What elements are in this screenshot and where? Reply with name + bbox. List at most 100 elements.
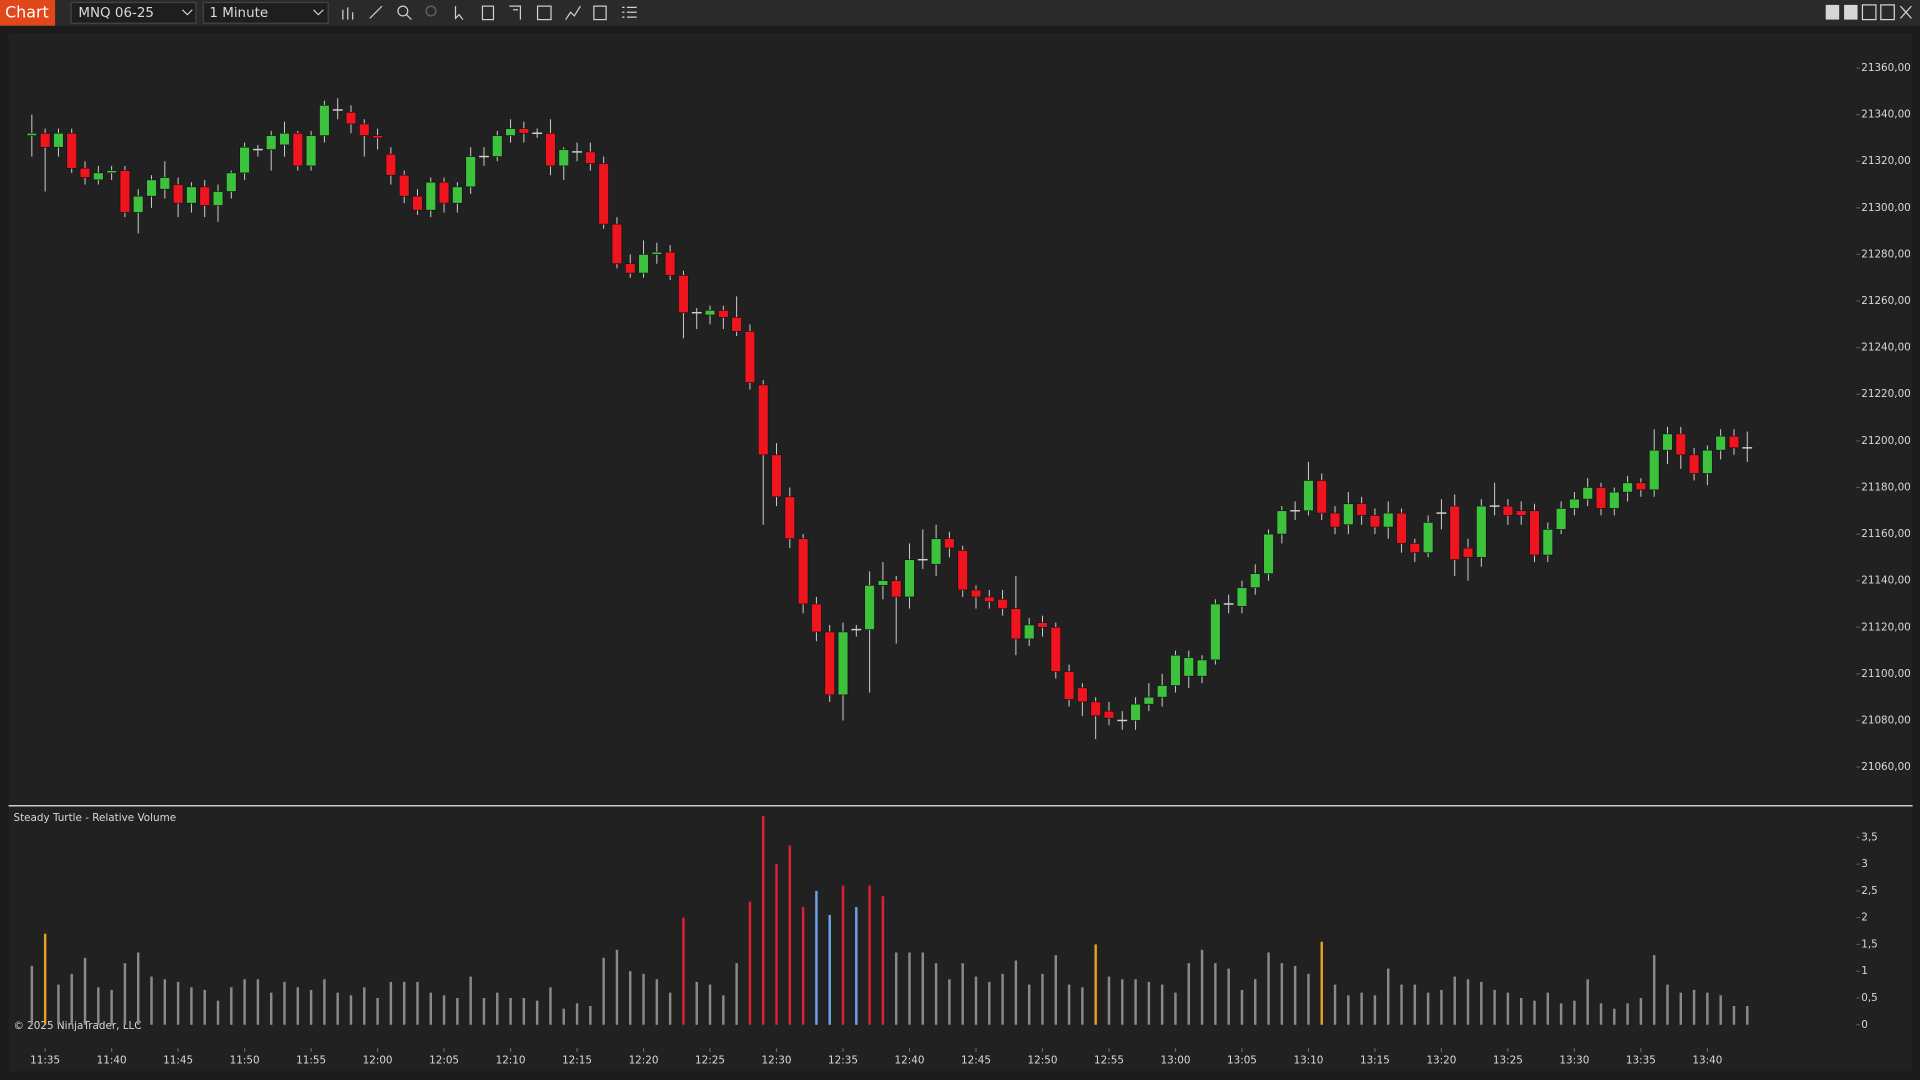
x-tick-label: 13:20 bbox=[1426, 1054, 1456, 1066]
volume-bar bbox=[1094, 944, 1097, 1025]
volume-bar bbox=[841, 885, 845, 1025]
volume-bar bbox=[1081, 987, 1084, 1025]
candle-body bbox=[212, 191, 224, 206]
volume-bar bbox=[349, 995, 353, 1025]
volume-bar bbox=[1014, 960, 1018, 1025]
volume-bar bbox=[136, 952, 140, 1025]
candle-body bbox=[1582, 487, 1593, 500]
x-tick-label: 12:50 bbox=[1028, 1054, 1058, 1066]
candle-body bbox=[1383, 512, 1394, 528]
volume-bar bbox=[974, 976, 978, 1025]
volume-bar bbox=[908, 952, 911, 1025]
interval-select[interactable] bbox=[202, 1, 329, 24]
candle-body bbox=[1502, 505, 1514, 516]
volume-bar bbox=[482, 997, 486, 1025]
y-tick-label: 21360,00 bbox=[1861, 62, 1911, 74]
candle-body bbox=[1702, 449, 1713, 474]
candle-body bbox=[292, 132, 303, 167]
volume-bar bbox=[1586, 979, 1589, 1025]
candle-body bbox=[811, 603, 822, 633]
volume-bar bbox=[283, 981, 286, 1025]
x-tick-label: 13:25 bbox=[1493, 1054, 1523, 1066]
candle-body bbox=[1103, 710, 1115, 719]
candle-body bbox=[1728, 435, 1740, 449]
candle-body bbox=[1263, 533, 1274, 574]
candle-body bbox=[904, 559, 915, 598]
y-tick-label: 21060,00 bbox=[1861, 761, 1911, 773]
dropdown-arrow bbox=[313, 9, 324, 16]
volume-bar bbox=[269, 992, 273, 1025]
candle-body bbox=[319, 104, 330, 136]
candle-body bbox=[133, 195, 144, 213]
candle-body bbox=[957, 550, 968, 591]
volume-bar bbox=[1200, 949, 1204, 1025]
volume-bar bbox=[243, 979, 246, 1025]
volume-bar bbox=[1187, 963, 1190, 1025]
candle-body bbox=[1529, 510, 1540, 556]
volume-bar bbox=[1107, 976, 1111, 1025]
volume-bar bbox=[1214, 963, 1217, 1025]
candle-body bbox=[1196, 659, 1208, 677]
volume-bar bbox=[1027, 984, 1031, 1025]
candle-body bbox=[970, 589, 982, 598]
x-tick-label: 12:35 bbox=[828, 1054, 858, 1066]
chart-tab[interactable] bbox=[0, 0, 56, 26]
candle-body bbox=[1303, 480, 1314, 512]
candle-body bbox=[1316, 480, 1327, 514]
x-tick-label: 11:55 bbox=[296, 1054, 326, 1066]
volume-bar bbox=[788, 845, 792, 1025]
x-tick-label: 13:00 bbox=[1160, 1054, 1190, 1066]
x-tick-label: 11:40 bbox=[97, 1054, 127, 1066]
volume-bar bbox=[1573, 1000, 1576, 1025]
candle-body bbox=[1037, 622, 1048, 628]
candle-body bbox=[1183, 657, 1194, 677]
candle-body bbox=[585, 151, 596, 164]
volume-bar bbox=[256, 979, 260, 1025]
volume-bar bbox=[416, 981, 419, 1025]
candle-body bbox=[385, 153, 397, 176]
volume-bar bbox=[1134, 979, 1137, 1025]
volume-bar bbox=[1666, 984, 1669, 1025]
volume-bar bbox=[589, 1006, 592, 1025]
volume-bar bbox=[203, 989, 206, 1025]
volume-bar bbox=[97, 987, 100, 1025]
candle-body bbox=[398, 174, 410, 197]
volume-bar bbox=[190, 987, 193, 1025]
candle-body bbox=[465, 156, 476, 188]
candle-body bbox=[744, 331, 756, 383]
x-tick-label: 13:40 bbox=[1692, 1054, 1722, 1066]
candle-body bbox=[1170, 654, 1181, 686]
volume-bar bbox=[323, 979, 326, 1025]
volume-bar bbox=[1493, 989, 1496, 1025]
volume-bar bbox=[1333, 984, 1337, 1025]
candle-body bbox=[66, 132, 77, 169]
volume-bar bbox=[828, 915, 831, 1025]
volume-bar bbox=[429, 992, 432, 1025]
volume-bar bbox=[815, 890, 818, 1025]
volume-bar bbox=[1400, 984, 1403, 1025]
candle-body bbox=[1609, 491, 1620, 509]
candle-body bbox=[1156, 685, 1168, 698]
volume-bar bbox=[1639, 997, 1643, 1025]
volume-bar bbox=[309, 989, 313, 1025]
candle-body bbox=[93, 172, 104, 181]
tool-icons[interactable] bbox=[342, 5, 637, 21]
volume-bar bbox=[1174, 992, 1177, 1025]
volume-bar bbox=[642, 973, 645, 1025]
candle-body bbox=[39, 132, 51, 148]
volume-bar bbox=[1267, 952, 1270, 1025]
volume-bar bbox=[881, 896, 885, 1025]
window-buttons[interactable] bbox=[1825, 4, 1912, 21]
volume-bar bbox=[921, 952, 925, 1025]
volume-bar bbox=[363, 987, 366, 1025]
volume-bar bbox=[748, 901, 752, 1025]
candle-body bbox=[1688, 454, 1700, 474]
candle-body bbox=[1010, 608, 1022, 640]
volume-bar bbox=[57, 984, 60, 1025]
instrument-select[interactable] bbox=[70, 1, 197, 24]
candle-body bbox=[172, 184, 184, 204]
candle-body bbox=[226, 172, 237, 192]
volume-bar bbox=[549, 987, 552, 1025]
volume-bar bbox=[1240, 989, 1244, 1025]
volume-bar bbox=[1054, 955, 1058, 1025]
